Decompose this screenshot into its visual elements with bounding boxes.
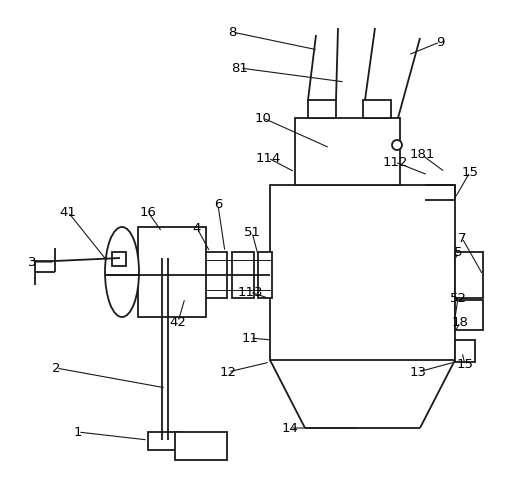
Text: 5: 5 [454,245,462,258]
Bar [148,432,180,450]
Bar [138,227,206,317]
Bar [455,300,483,330]
Text: 9: 9 [436,35,444,48]
Text: 41: 41 [60,206,76,218]
Text: 7: 7 [458,231,466,244]
Text: 81: 81 [232,61,248,75]
Bar [270,185,455,360]
Text: 112: 112 [382,155,408,168]
Text: 3: 3 [28,256,36,269]
Text: 42: 42 [170,316,186,329]
Text: 51: 51 [243,226,261,239]
Text: 15: 15 [462,166,479,179]
Text: 113: 113 [237,286,263,299]
Text: 52: 52 [449,291,467,304]
Text: 1: 1 [74,425,82,439]
Text: 13: 13 [410,365,427,378]
Text: 12: 12 [220,365,236,378]
Text: 10: 10 [255,111,272,124]
Bar [258,252,272,298]
Text: 4: 4 [193,222,201,235]
Bar [205,252,227,298]
Text: 114: 114 [256,151,281,165]
Text: 181: 181 [410,149,435,162]
Text: 6: 6 [214,198,222,212]
Bar [455,340,475,362]
Bar [175,432,227,460]
Text: 14: 14 [282,422,298,435]
Text: 16: 16 [139,206,157,218]
Text: 15: 15 [457,359,474,372]
Bar [295,118,400,185]
Bar [112,252,126,266]
Circle shape [392,140,402,150]
Text: 18: 18 [451,316,469,329]
Text: 11: 11 [241,332,259,345]
Ellipse shape [105,227,139,317]
Text: 8: 8 [228,26,236,39]
Bar [363,100,391,118]
Text: 2: 2 [52,362,60,375]
Bar [308,100,336,118]
Bar [455,252,483,298]
Bar [232,252,254,298]
